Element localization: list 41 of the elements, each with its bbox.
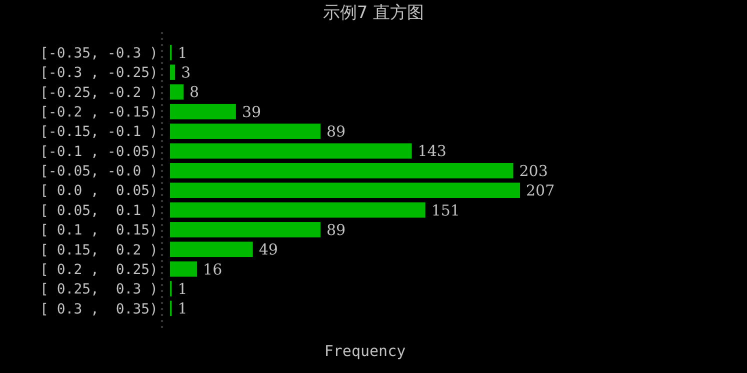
bar xyxy=(170,242,253,258)
data-label: 39 xyxy=(242,102,262,121)
y-tick-label: [-0.2 , -0.15) xyxy=(40,104,158,121)
data-label: 89 xyxy=(326,122,346,141)
data-label: 8 xyxy=(190,83,200,102)
y-tick-label: [ 0.2 , 0.25) xyxy=(40,262,158,278)
bar xyxy=(170,104,236,120)
y-tick-label: [ 0.05, 0.1 ) xyxy=(40,202,158,219)
bar xyxy=(170,143,412,159)
y-tick-label: [-0.3 , -0.25) xyxy=(40,65,158,82)
bar xyxy=(170,64,176,80)
y-tick-label: [ 0.15, 0.2 ) xyxy=(40,242,158,258)
data-label: 203 xyxy=(519,162,548,180)
x-axis-title: Frequency xyxy=(324,342,406,360)
y-tick-label: [ 0.0 , 0.05) xyxy=(40,183,158,200)
bar xyxy=(170,84,184,100)
y-tick-label: [-0.15, -0.1 ) xyxy=(40,124,158,140)
y-tick-label: [-0.35, -0.3 ) xyxy=(40,45,158,62)
data-label: 16 xyxy=(203,260,222,278)
data-label: 89 xyxy=(326,220,346,239)
bar xyxy=(170,222,320,238)
bar xyxy=(170,261,198,277)
chart-title: 示例7 直方图 xyxy=(322,3,424,23)
y-tick-label: [-0.05, -0.0 ) xyxy=(40,164,158,180)
bar xyxy=(170,202,426,218)
y-tick-label: [-0.25, -0.2 ) xyxy=(40,84,158,101)
bar xyxy=(170,162,514,178)
y-tick-label: [-0.1 , -0.05) xyxy=(40,144,158,160)
data-label: 1 xyxy=(178,300,188,318)
data-label: 49 xyxy=(258,240,278,259)
y-tick-label: [ 0.1 , 0.15) xyxy=(40,222,158,239)
y-tick-label: [ 0.25, 0.3 ) xyxy=(40,282,158,298)
data-label: 151 xyxy=(431,201,460,220)
bar xyxy=(170,182,520,198)
data-label: 1 xyxy=(178,44,188,62)
data-label: 207 xyxy=(526,182,555,200)
data-label: 3 xyxy=(181,64,191,82)
data-label: 1 xyxy=(178,280,188,298)
y-tick-label: [ 0.3 , 0.35) xyxy=(40,301,158,318)
data-label: 143 xyxy=(418,142,446,160)
bar xyxy=(170,124,320,139)
